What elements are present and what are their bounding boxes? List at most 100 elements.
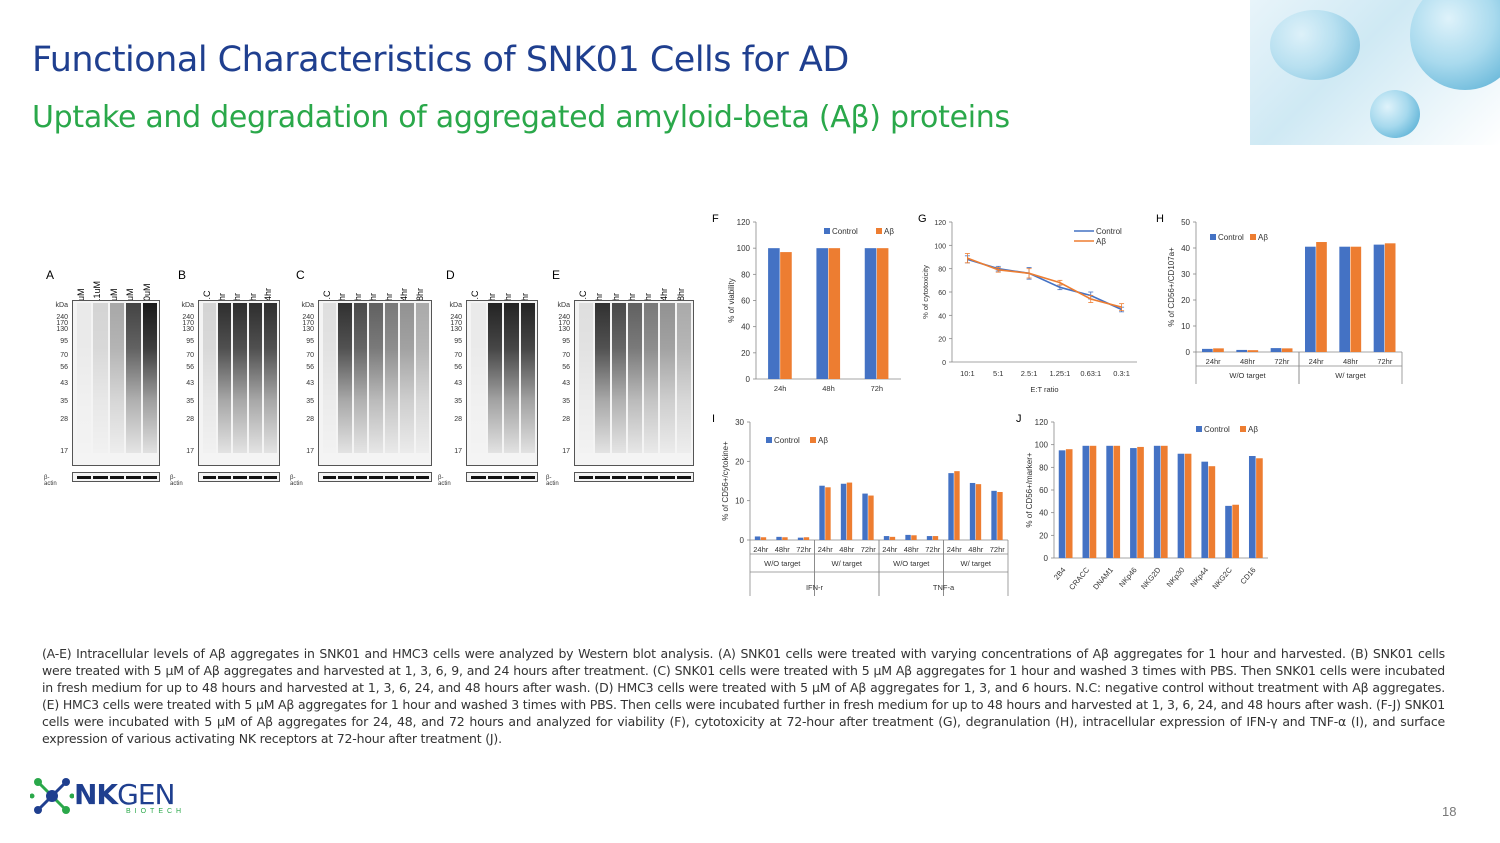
x-group-label: W/O target [764,559,801,568]
blot-lane-label: 10uM [141,283,152,306]
blot-lane-label: 1hr [487,258,504,306]
chart-degranulation: H 0 10 20 30 40 50 % of CD56+/CD107a+ 24hr 48hr 72… [1150,210,1410,415]
bar-control [819,485,825,540]
bar-control [926,536,933,540]
blot-lane-labels: N.C 0hr1hr3hr6hr24hr 48hr [578,258,692,306]
blot-lane-smear [109,303,125,453]
y-tick-label: 20 [741,349,750,358]
blot-lane-smear [77,303,92,453]
blot-lane-smear [579,303,594,453]
bar-control [905,534,911,540]
y-axis-label: % of cytotoxicity [921,265,930,319]
bar-control [1130,448,1137,558]
bar-ab [1384,243,1396,352]
bar-control [991,490,997,540]
blot-lane-label: 6hr [643,258,659,306]
x-tick-label: 72hr [861,545,877,554]
kda-marker: 17 [306,448,314,455]
kda-marker: 35 [454,398,462,405]
bar-ab [1184,453,1192,558]
logo-wordmark: NKGEN [74,778,175,811]
blot-lane-labels: N.C 1hr3hr6hr24hr [202,258,278,306]
blot-image [466,300,538,466]
blot-lane-label: 0hr [337,258,352,306]
bar-control [1373,244,1385,352]
nkgen-logo: NKGEN BIOTECH [30,770,200,820]
x-tick-label: CD16 [1238,566,1257,586]
blot-kda-markers: kDa 240 170 130 95 70 56 43 35 28 17 [440,302,462,462]
x-tick-label: 48hr [839,545,855,554]
y-tick-label: 0 [746,375,751,384]
bar-control [1202,348,1213,352]
legend-label: Aβ [1096,237,1106,246]
blot-lane-smear [627,303,643,453]
kda-marker: 56 [306,364,314,371]
bar-ab [1350,246,1362,352]
y-tick-label: 0 [1186,348,1191,357]
blot-lane-label: 48hr [414,287,425,306]
blot-panel-letter: C [296,268,305,282]
y-tick-label: 10 [1181,322,1190,331]
slide-subtitle: Uptake and degradation of aggregated amy… [32,100,1010,135]
bar-control [1106,445,1113,558]
blot-lane-smear [504,303,519,453]
y-tick-label: 10 [735,497,744,506]
x-axis-label: E:T ratio [1030,385,1058,394]
blot-lane-label: 24hr [399,287,410,306]
blot-actin-label: β-actin [546,475,559,487]
x-tick-label: 10:1 [960,369,975,378]
chart-cytokine: I 0 10 20 30 % of CD56+/cytokine+ 24hr 48hr 72hr… [706,410,1026,615]
blot-kda-markers: kDa 240 170 130 95 70 56 43 35 28 17 [46,302,68,462]
x-tick-label: 0.63:1 [1080,369,1101,378]
blot-panel-letter: D [446,268,455,282]
blot-lane-label: 24hr [262,287,273,306]
kda-marker: 95 [562,338,570,345]
blot-lane-label: N.C [470,290,480,307]
blot-lane-label: 48hr [675,287,686,306]
x-tick-label: CRACC [1067,565,1091,592]
y-tick-label: 30 [1181,270,1190,279]
y-tick-label: 0 [942,360,946,367]
actin-band [126,476,141,479]
slide-title: Functional Characteristics of SNK01 Cell… [32,40,849,80]
blot-lane-label: 1uM [108,288,119,306]
blot-lane-smear [660,303,675,453]
x-tick-label: NKp46 [1117,566,1139,589]
bar-control [1248,456,1256,558]
kda-marker: 35 [186,398,194,405]
x-supergroup-label: TNF-a [933,583,955,592]
kda-marker: 95 [60,338,68,345]
y-tick-label: 20 [735,457,744,466]
blot-lane-label: 0uM [76,288,86,306]
bar-ab [1208,466,1216,558]
x-tick-label: 24hr [882,545,898,554]
x-tick-label: 24hr [947,545,963,554]
blot-lane-label: 1hr [611,258,627,306]
actin-band [323,476,337,479]
legend-swatch [1250,234,1256,240]
chart-svg: G 0 20 40 60 80 100 120 % of cytotoxicity 10:1 5:1… [918,213,1137,394]
y-tick-label: 120 [1035,418,1049,427]
blot-lane-smear [520,303,535,453]
bar-ab [828,248,841,379]
kda-marker: 95 [186,338,194,345]
y-tick-label: 80 [741,270,750,279]
kda-marker: 43 [60,380,68,387]
bar-ab [1113,445,1121,558]
bar-ab [760,537,767,540]
blot-kda-markers: kDa 240 170 130 95 70 56 43 35 28 17 [292,302,314,462]
x-tick-label: 48hr [968,545,984,554]
y-tick-label: 20 [1181,296,1190,305]
actin-band [660,476,675,479]
x-tick-label: 48hr [904,545,920,554]
blot-lane-smear [353,303,368,453]
actin-band [384,476,399,479]
kda-marker: 70 [454,352,462,359]
y-tick-label: 60 [741,297,750,306]
bar-ab [1281,348,1293,352]
x-tick-label: 2B4 [1052,566,1067,582]
bar-ab [1089,445,1097,558]
y-tick-label: 30 [735,418,744,427]
kda-marker: kDa [181,302,194,309]
bar-control [797,537,804,540]
